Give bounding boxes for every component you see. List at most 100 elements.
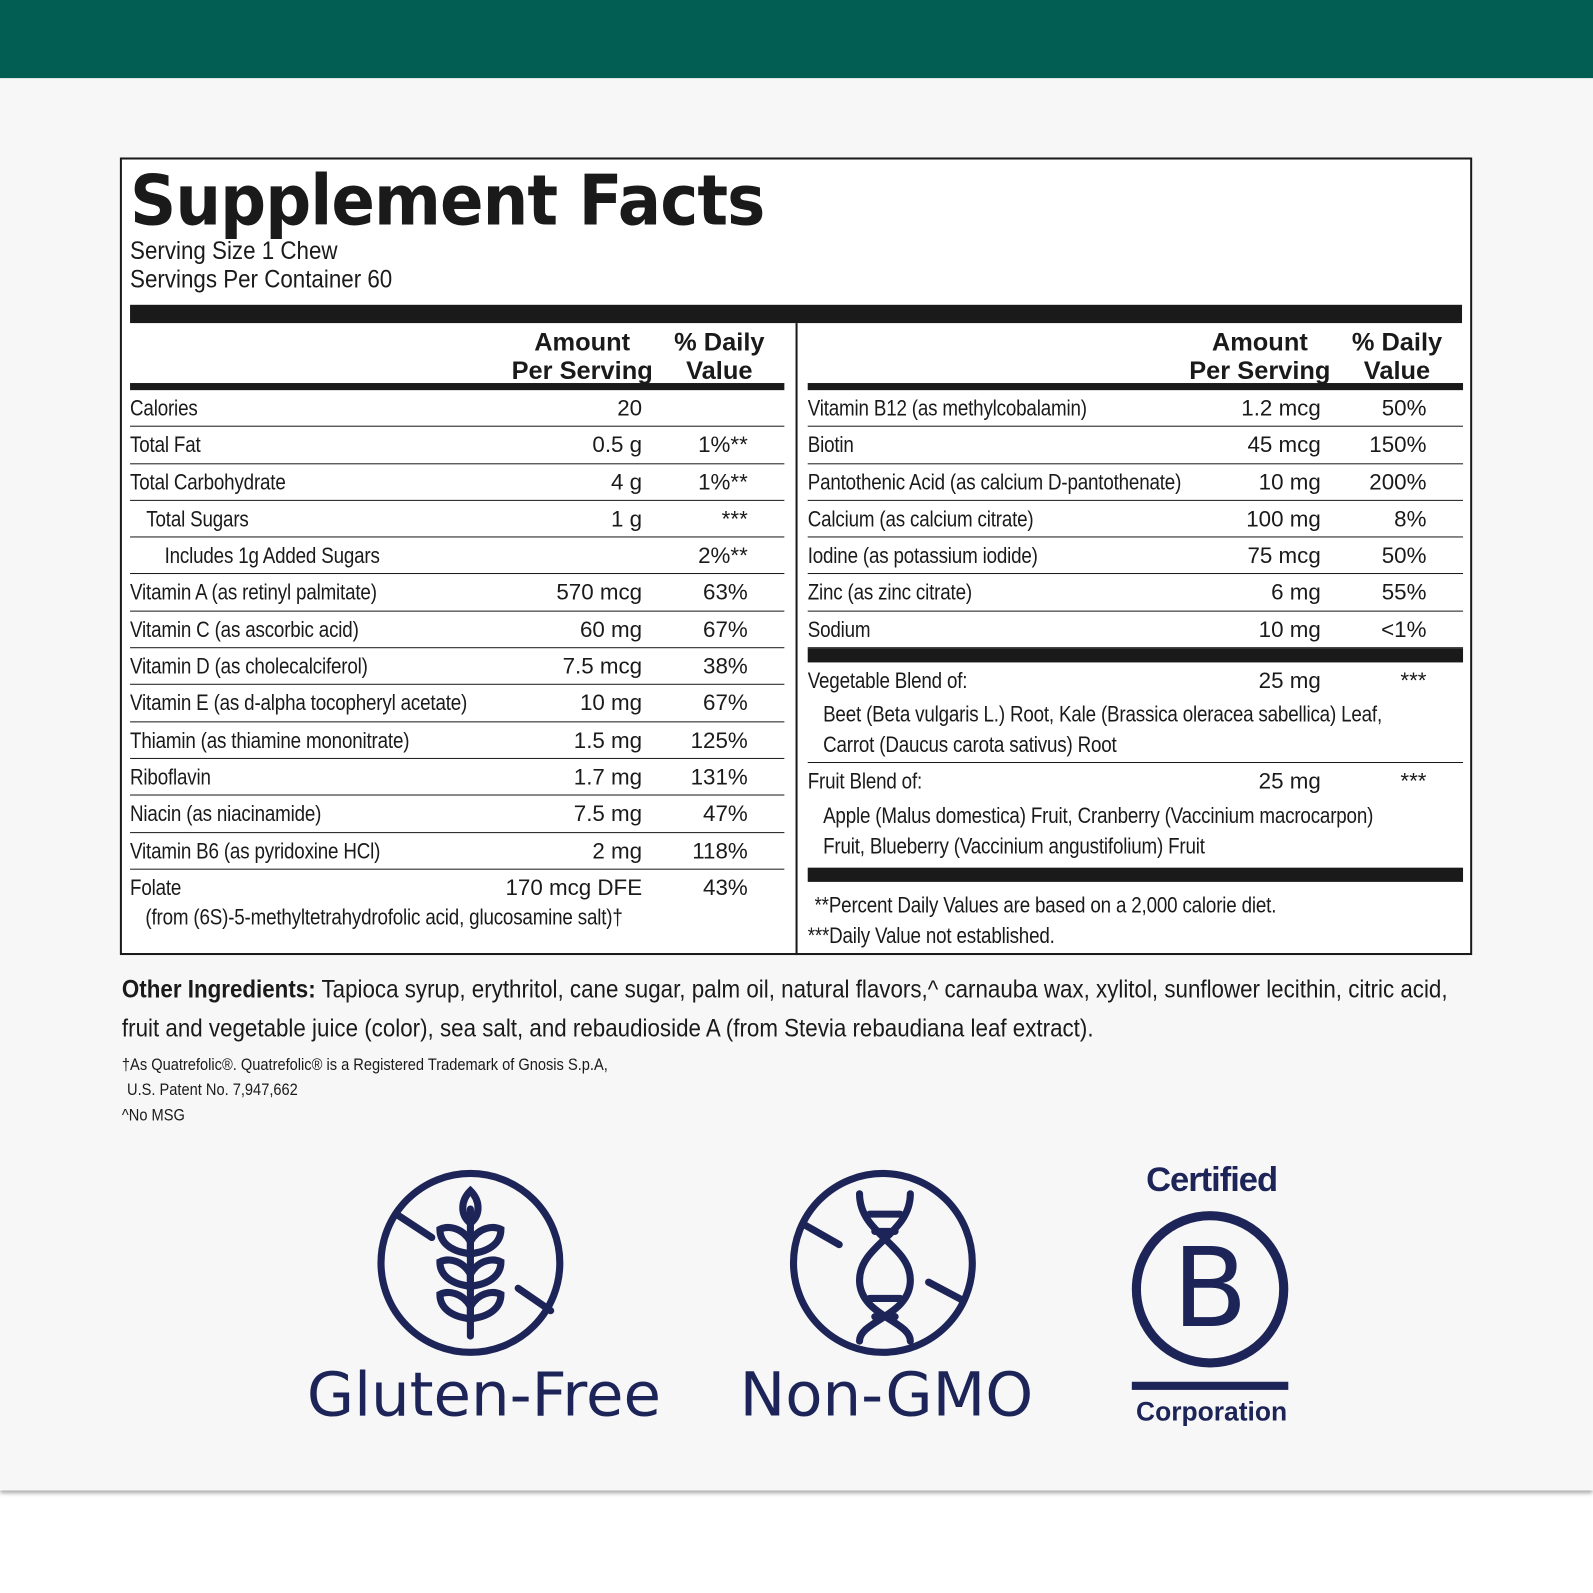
other-ingredients-label: Other Ingredients: [121,975,316,1004]
panel-title: Supplement Facts [130,161,765,242]
nutrient-amount: 60 mg [579,616,643,642]
nutrient-name: Vitamin E (as d-alpha tocopheryl acetate… [130,690,468,716]
nutrient-dv: 50% [1381,542,1427,569]
nutrient-amount: 1.5 mg [573,727,643,753]
nutrient-name: Biotin [807,432,854,458]
nutrient-dv: 8% [1394,505,1427,532]
right-column: Amount Per Serving % Daily Value Vitamin B… [807,323,1464,951]
bcorp-certified: Certified [1146,1160,1278,1199]
nutrient-dv: 63% [703,579,748,606]
nutrient-name: Total Carbohydrate [130,468,286,495]
serving-size: Serving Size 1 Chew [130,236,338,266]
nutrient-dv: 118% [692,837,748,864]
dv-header-line: % Daily [1351,328,1443,357]
nutrient-name: Vitamin B6 (as pyridoxine HCl) [130,837,381,864]
column-header: Amount Per Serving % Daily Value [807,323,1464,391]
nutrient-amount: 10 mg [1258,616,1321,642]
nutrient-dv: 50% [1381,395,1427,421]
nutrient-row: Calories 20 [130,390,785,428]
nutrient-row: Calcium (as calcium citrate) 100 mg 8% [807,501,1464,538]
dv-header-line: % Daily [674,328,765,357]
nutrient-name: Pantothenic Acid (as calcium D-pantothen… [807,468,1182,495]
nutrient-name: Includes 1g Added Sugars [164,542,380,569]
servings-per-container: Servings Per Container 60 [130,265,393,294]
bcorp-b-mark: B [1131,1211,1289,1368]
nutrient-dv: *** [721,505,748,532]
amount-header: Amount Per Serving [506,328,658,385]
nutrient-row: Total Sugars 1 g *** [130,501,785,538]
nutrient-amount: 7.5 mg [573,800,643,827]
nutrient-row: Total Fat 0.5 g 1%** [130,427,785,464]
amount-header-line: Amount [534,328,631,357]
dv-header: % Daily Value [1346,328,1448,385]
nutrient-dv: 67% [703,616,748,642]
non-gmo-label: Non-GMO [739,1359,1034,1431]
footnote-patent: U.S. Patent No. 7,947,662 [127,1082,298,1100]
nutrient-dv: 47% [703,800,748,827]
nutrient-amount: 7.5 mcg [562,653,643,679]
nutrient-row: Vitamin C (as ascorbic acid) 60 mg 67% [130,611,785,649]
amount-header: Amount Per Serving [1184,328,1336,385]
blend-detail: Apple (Malus domestica) Fruit, Cranberry… [823,802,1374,828]
nutrient-name: Calories [130,395,198,421]
nutrient-name: Thiamin (as thiamine mononitrate) [130,727,410,753]
nutrient-dv: 43% [703,874,748,901]
supplement-facts-panel: Supplement Facts Serving Size 1 Chew Ser… [119,157,1473,956]
blend-name: Fruit Blend of: [807,768,923,794]
blend-amount: 25 mg [1258,667,1321,693]
non-gmo-dna-icon [789,1169,976,1356]
gluten-free-label: Gluten-Free [306,1359,662,1431]
dv-header-line: Value [686,356,753,386]
nutrient-row: Vitamin D (as cholecalciferol) 7.5 mcg 38% [130,648,785,686]
nutrient-name: Vitamin B12 (as methylcobalamin) [807,395,1087,421]
nutrient-dv: 38% [703,653,748,679]
blend-name: Vegetable Blend of: [807,667,968,693]
nutrient-amount: 0.5 g [592,432,643,458]
nutrient-row: Vitamin B12 (as methylcobalamin) 1.2 mcg 5… [807,390,1464,428]
b-corp-logo: Certified B Corporation [1128,1160,1296,1439]
amount-header-line: Per Serving [511,356,653,386]
nutrient-amount: 20 [617,395,643,421]
amount-header-line: Per Serving [1189,356,1331,386]
nutrient-amount: 10 mg [579,690,643,716]
nutrient-name: Vitamin D (as cholecalciferol) [130,653,368,679]
fruit-blend: Fruit Blend of: 25 mg *** Apple (Malus dom… [808,763,1463,863]
nutrient-amount: 6 mg [1271,579,1321,606]
divider-thick [807,867,1464,882]
nutrient-name: Sodium [807,616,871,642]
blend-detail: Beet (Beta vulgaris L.) Root, Kale (Bras… [823,701,1382,727]
nutrient-row: Biotin 45 mcg 150% [807,427,1464,464]
gluten-free-icon [377,1169,564,1356]
nutrient-dv: 125% [690,727,748,753]
nutrient-amount: 10 mg [1258,468,1321,495]
footnote-msg: ^No MSG [121,1107,185,1125]
nutrient-row: Total Carbohydrate 4 g 1%** [130,464,785,501]
divider-thick [807,648,1464,663]
dv-header-line: Value [1363,356,1431,386]
nutrient-dv: <1% [1381,616,1427,642]
footnote-dv: **Percent Daily Values are based on a 2,… [814,891,1277,918]
nutrient-row: Pantothenic Acid (as calcium D-pantothen… [807,464,1464,501]
blend-detail: Fruit, Blueberry (Vaccinium angustifoliu… [823,832,1205,859]
nutrient-name: Total Fat [130,432,201,458]
nutrient-amount: 1.2 mcg [1241,395,1321,421]
nutrient-dv: 200% [1369,468,1427,495]
column-header: Amount Per Serving % Daily Value [130,323,785,391]
nutrient-row: Vitamin B6 (as pyridoxine HCl) 2 mg 118% [130,833,785,870]
nutrient-dv: 131% [690,764,748,790]
nutrient-row: Riboflavin 1.7 mg 131% [130,759,785,796]
nutrient-amount: 100 mg [1246,505,1321,532]
nutrient-amount: 4 g [611,468,643,495]
nutrient-amount: 75 mcg [1247,542,1321,569]
other-ingredients: Other Ingredients: Tapioca syrup, erythr… [122,970,1463,1047]
nutrient-row: Iodine (as potassium iodide) 75 mcg 50% [807,538,1464,575]
nutrient-row: Folate 170 mcg DFE 43% [130,870,784,907]
nutrient-row: Includes 1g Added Sugars 2%** [130,538,785,575]
nutrient-dv: 55% [1381,579,1427,606]
column-divider [795,323,798,956]
nutrient-name: Folate [130,874,182,901]
nutrient-name: Zinc (as zinc citrate) [807,579,972,606]
nutrient-name: Total Sugars [146,505,249,532]
nutrient-name: Niacin (as niacinamide) [130,800,322,827]
nutrient-name: Vitamin C (as ascorbic acid) [130,616,359,642]
